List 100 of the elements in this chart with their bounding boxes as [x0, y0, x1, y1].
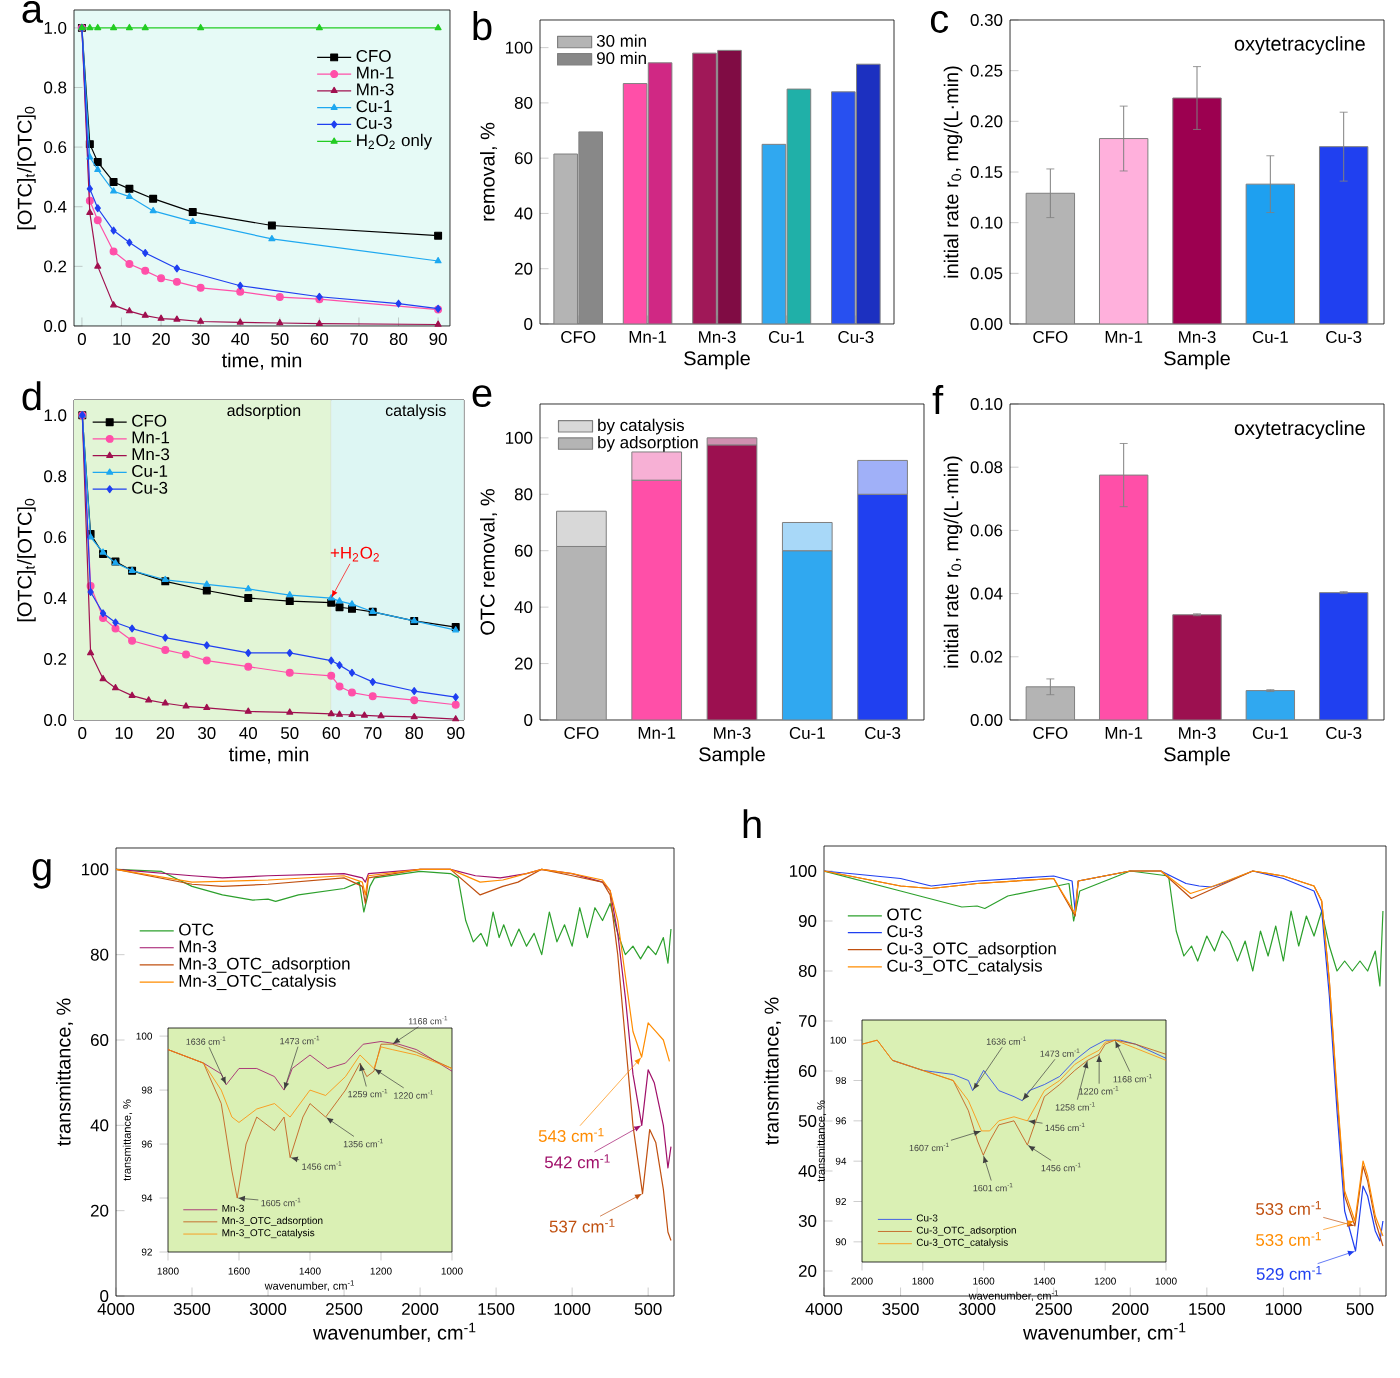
y-tick-label: 60	[515, 544, 533, 557]
legend-label: Cu-3	[356, 117, 392, 129]
y-tick-label: 100	[789, 865, 817, 877]
annotation: +H$_{2}$O$_{2}$	[330, 546, 379, 562]
x-tick-label: 10	[113, 333, 131, 346]
legend-label: Mn-3_OTC_adsorption	[179, 957, 350, 973]
x-axis-title: time, min	[221, 352, 302, 370]
x-tick-label: 60	[322, 727, 340, 740]
chart-title: d	[22, 381, 41, 411]
x-tick-label: 30	[191, 333, 210, 346]
x-tick-label: CFO	[564, 727, 599, 740]
x-tick-label: 40	[239, 727, 257, 740]
y-tick-label: 20	[90, 1204, 109, 1217]
legend-label: CFO	[132, 414, 167, 427]
legend-label: 30 min	[596, 34, 646, 47]
x-tick-label: Cu-3	[1326, 331, 1362, 344]
y-tick-label: 0.02	[970, 650, 1003, 663]
x-tick-label: 90	[429, 333, 447, 346]
y-tick-label: 80	[90, 948, 109, 961]
y-axis-title: transmittance, %	[764, 997, 782, 1145]
y-tick-label: 0	[100, 1290, 109, 1302]
x-tick-label: 20	[152, 333, 170, 346]
y-tick-label: 1.0	[44, 21, 67, 34]
y-axis-title: removal, %	[480, 122, 498, 221]
legend-label: Cu-3_OTC_catalysis	[887, 959, 1043, 976]
legend-label: H$_{2}$O$_{2}$ only	[357, 133, 433, 150]
x-tick-label: Mn-1	[1105, 331, 1143, 343]
x-tick-label: CFO	[1033, 727, 1068, 740]
y-tick-label: 30	[798, 1215, 817, 1227]
x-tick-label: 50	[281, 727, 299, 740]
x-tick-label: Cu-1	[789, 727, 825, 740]
legend-label: Cu-3	[132, 481, 168, 494]
x-tick-label: Mn-3	[1179, 727, 1216, 740]
y-tick-label: 0.20	[970, 115, 1003, 128]
y-tick-label: 40	[798, 1165, 817, 1177]
y-tick-label: 0.00	[970, 714, 1003, 726]
chart-title: g	[32, 859, 51, 889]
y-tick-label: 60	[799, 1065, 817, 1077]
x-tick-label: 2000	[402, 1303, 439, 1316]
y-axis-title: initial rate r$_{0}$, mg/(L·min)	[943, 66, 963, 278]
legend-label: Cu-1	[356, 100, 392, 113]
x-tick-label: 3500	[882, 1303, 919, 1316]
y-tick-label: 20	[514, 262, 533, 275]
x-tick-label: Cu-1	[1252, 331, 1288, 344]
x-tick-label: Mn-1	[1105, 727, 1143, 739]
y-tick-label: 100	[505, 431, 533, 444]
y-tick-label: 0.00	[970, 318, 1003, 330]
legend-label: Mn-3	[132, 448, 170, 461]
y-tick-label: 80	[798, 965, 817, 977]
legend-label: Mn-3	[179, 940, 217, 953]
y-tick-label: 80	[514, 96, 533, 109]
x-axis-title: Sample	[1164, 746, 1230, 766]
annotation: 533 cm$^{-1}$	[1256, 1201, 1321, 1215]
legend-label: Mn-1	[357, 66, 394, 79]
x-tick-label: 90	[447, 727, 465, 740]
y-tick-label: 0.0	[44, 320, 67, 332]
y-tick-label: 80	[514, 488, 533, 501]
y-tick-label: 1.0	[44, 409, 67, 422]
y-tick-label: 100	[81, 863, 109, 876]
y-tick-label: 60	[90, 1034, 109, 1046]
y-tick-label: 0.05	[970, 267, 1003, 280]
legend-label: Cu-1	[132, 465, 168, 477]
x-tick-label: 0	[78, 727, 87, 740]
x-tick-label: Mn-3	[714, 727, 751, 740]
x-axis-title: Sample	[684, 350, 750, 370]
legend-label: Cu-3_OTC_adsorption	[887, 941, 1056, 958]
legend-label: 90 min	[596, 51, 646, 65]
chart-title: c	[930, 11, 949, 33]
y-axis-title: transmittance, %	[56, 998, 74, 1146]
y-tick-label: 0.6	[44, 531, 67, 544]
y-tick-label: 100	[505, 41, 533, 54]
y-tick-label: 0.25	[970, 64, 1003, 77]
x-tick-label: 1000	[554, 1303, 591, 1316]
x-tick-label: Cu-3	[1326, 727, 1362, 740]
x-tick-label: 3000	[249, 1303, 287, 1316]
y-tick-label: 50	[798, 1115, 817, 1127]
chart-title: f	[932, 385, 944, 414]
x-tick-label: Cu-1	[768, 331, 804, 344]
x-tick-label: 4000	[97, 1303, 135, 1316]
y-tick-label: 0.2	[44, 260, 67, 273]
x-tick-label: CFO	[561, 331, 596, 344]
annotation: 543 cm$^{-1}$	[538, 1128, 604, 1143]
y-tick-label: 0.10	[970, 398, 1003, 410]
annotation: 537 cm$^{-1}$	[549, 1218, 615, 1233]
x-tick-label: 500	[634, 1303, 662, 1316]
legend-label: Cu-3	[887, 925, 923, 938]
x-axis-title: wavenumber, cm$^{-1}$	[1022, 1322, 1186, 1343]
chart-title: h	[743, 809, 761, 839]
y-axis-title: OTC removal, %	[480, 489, 498, 635]
x-tick-label: 1500	[478, 1303, 515, 1316]
y-tick-label: 0.08	[970, 461, 1003, 474]
y-tick-label: 0.4	[44, 200, 67, 213]
y-tick-label: 0.4	[44, 592, 67, 605]
y-tick-label: 0.6	[44, 141, 67, 154]
x-tick-label: 0	[77, 333, 86, 346]
legend-label: Mn-3	[357, 83, 394, 96]
x-tick-label: 60	[310, 333, 329, 346]
annotation: 542 cm$^{-1}$	[544, 1154, 610, 1169]
y-tick-label: 40	[514, 601, 533, 614]
y-tick-label: 40	[514, 207, 533, 220]
